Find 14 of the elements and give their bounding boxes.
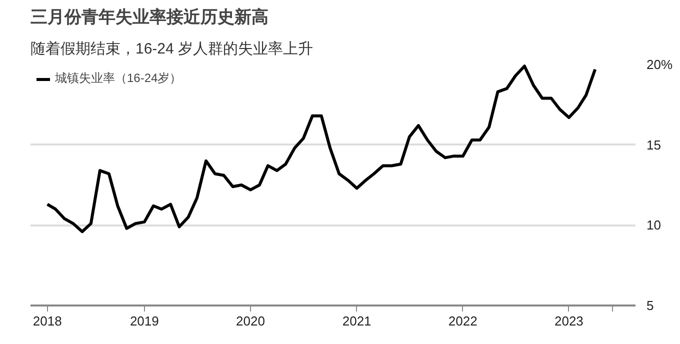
y-tick-label: 15 [646,137,661,152]
x-tick-label: 2018 [32,314,62,328]
x-tick-label: 2021 [342,314,372,328]
line-series [46,64,597,234]
x-tick-label: 2023 [554,314,584,328]
x-tick-label: 2020 [236,314,265,328]
y-tick-label: 10 [646,218,661,233]
legend-label: 城镇失业率（16-24岁） [55,70,183,87]
y-tick-label: 5 [646,298,654,313]
x-tick-label: 2019 [130,314,159,328]
chart-subtitle: 随着假期结束，16-24 岁人群的失业率上升 [30,40,314,58]
x-tick-label: 2022 [448,314,478,328]
chart-title: 三月份青年失业率接近历史新高 [30,8,268,26]
y-tick-label: 20% [646,57,673,72]
